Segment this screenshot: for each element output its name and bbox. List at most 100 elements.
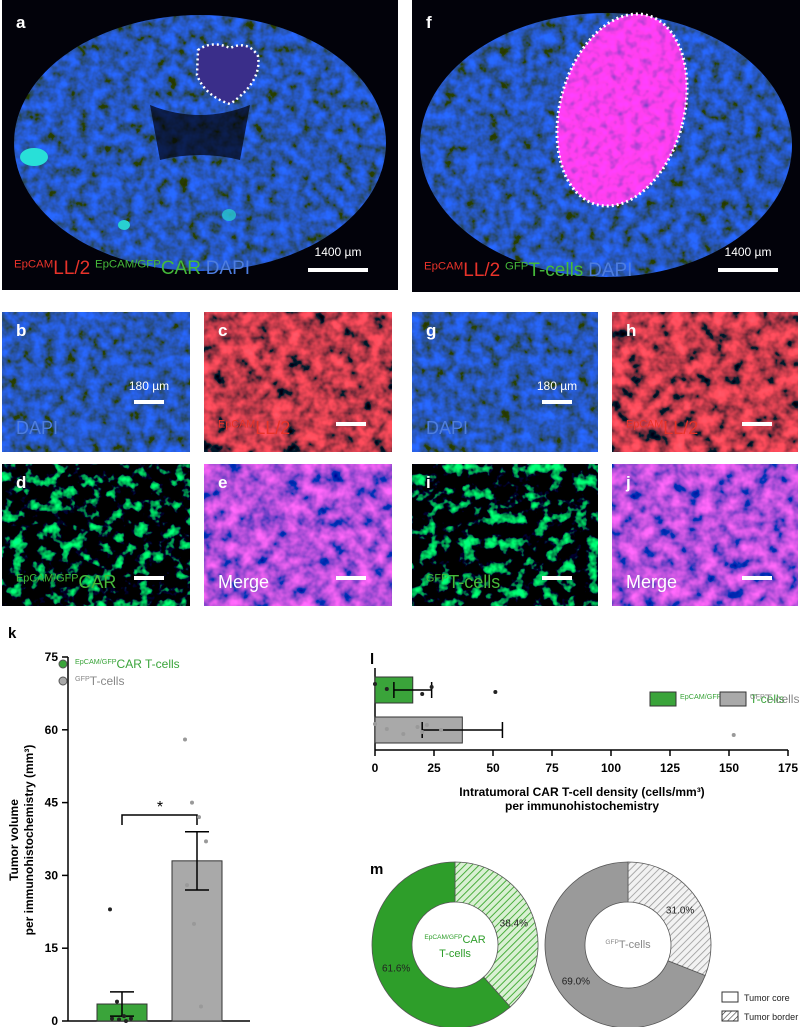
data-point	[185, 883, 189, 888]
data-point	[122, 1014, 126, 1019]
caption-part: Merge	[218, 572, 269, 592]
micrograph	[411, 311, 599, 453]
gfp-spot	[118, 220, 130, 230]
scale-label: 180 µm	[129, 379, 169, 393]
data-point	[731, 733, 736, 737]
data-point	[197, 815, 201, 820]
x-axis-label: Intratumoral CAR T-cell density (cells/m…	[459, 785, 704, 799]
data-point	[384, 687, 389, 691]
scale-label: 180 µm	[537, 379, 577, 393]
donut-slice	[544, 861, 706, 1027]
tumor-outline	[555, 12, 689, 208]
donut-slice	[627, 861, 712, 977]
caption-part: DAPI	[206, 258, 250, 279]
caption: EpCAMLL/2 GFPT-cells DAPI	[424, 260, 632, 281]
slice-label: 38.4%	[500, 919, 528, 930]
tumor-outline	[195, 43, 260, 106]
data-point	[415, 725, 420, 729]
micrograph	[411, 463, 599, 607]
caption-part: LL/2	[53, 258, 90, 279]
legend-swatch	[721, 1010, 739, 1022]
caption-part: T-cells	[619, 939, 651, 951]
panel-label: h	[626, 321, 636, 340]
micrograph	[611, 311, 799, 453]
y-axis-label: Tumor volume	[7, 799, 21, 881]
data-point	[190, 800, 194, 805]
caption-part: DAPI	[16, 418, 58, 438]
caption: Merge	[626, 572, 677, 592]
panel-label: c	[218, 321, 227, 340]
caption: EpCAM/GFPCAR	[424, 934, 485, 946]
caption: GFPT-cells	[750, 692, 799, 706]
caption: EpCAM/GFPCAR	[16, 572, 116, 592]
panel-label: g	[426, 321, 436, 340]
superscript: EpCAM/GFP	[95, 258, 161, 270]
data-point	[420, 692, 425, 696]
y-tick-label: 0	[51, 1014, 58, 1027]
data-point	[204, 839, 208, 844]
panel-label: b	[16, 321, 26, 340]
panel-label: e	[218, 473, 227, 492]
data-point	[429, 685, 434, 689]
caption-part: CAR	[78, 572, 116, 592]
x-tick-label: 0	[372, 761, 379, 775]
micrograph	[1, 463, 191, 607]
data-point	[108, 907, 112, 912]
caption: EpCAMLL/2	[218, 418, 290, 438]
legend-swatch	[721, 991, 739, 1003]
y-tick-label: 75	[45, 650, 59, 664]
legend-marker	[58, 659, 68, 669]
caption: EpCAMLL/2	[626, 418, 698, 438]
data-point	[129, 1016, 133, 1021]
slice-label: 69.0%	[562, 976, 590, 987]
caption-part: LL/2	[463, 260, 500, 281]
data-point	[384, 727, 389, 731]
micrograph	[203, 463, 393, 607]
significance: *	[157, 799, 163, 816]
caption-part: DAPI	[426, 418, 468, 438]
data-point	[192, 921, 196, 926]
x-tick-label: 25	[427, 761, 441, 775]
data-point	[420, 730, 425, 734]
caption-part: T-cells	[765, 692, 800, 706]
x-tick-label: 125	[660, 761, 680, 775]
y-tick-label: 30	[45, 868, 59, 882]
superscript: GFP	[750, 692, 765, 701]
y-axis-label: per immunohistochemistry (mm³)	[22, 745, 36, 936]
donut-slice	[454, 861, 539, 1008]
superscript: GFP	[75, 674, 90, 683]
panel-label: d	[16, 473, 26, 492]
slice-label: 61.6%	[382, 963, 410, 974]
gfp-spot	[222, 209, 236, 221]
data-point	[424, 723, 429, 727]
data-point	[493, 690, 498, 694]
superscript: EpCAM/GFP	[680, 692, 722, 701]
superscript: EpCAM	[626, 419, 663, 431]
panel-label: l	[370, 651, 374, 668]
data-point	[124, 1019, 128, 1023]
caption: DAPI	[426, 418, 468, 438]
superscript: GFP	[605, 939, 619, 946]
micrograph	[203, 311, 393, 453]
caption-part: DAPI	[588, 260, 632, 281]
legend-label: Tumor border	[744, 1012, 798, 1022]
superscript: EpCAM	[424, 260, 463, 272]
panel-label: k	[8, 625, 17, 642]
panel-label: a	[16, 13, 26, 32]
data-point	[373, 682, 377, 686]
caption-part: T-cells	[90, 674, 125, 688]
caption-part: Merge	[626, 572, 677, 592]
legend-marker	[58, 676, 68, 686]
caption: Merge	[218, 572, 269, 592]
x-tick-label: 150	[719, 761, 739, 775]
caption: GFPT-cells	[605, 939, 651, 951]
caption-part: CAR	[462, 934, 485, 946]
caption-part: CAR	[161, 258, 201, 279]
donut-slice	[371, 861, 511, 1027]
data-point	[115, 999, 119, 1004]
scale-label: 1400 µm	[315, 245, 362, 259]
data-point	[110, 1016, 114, 1021]
superscript: GFP	[426, 573, 448, 585]
caption: DAPI	[16, 418, 58, 438]
